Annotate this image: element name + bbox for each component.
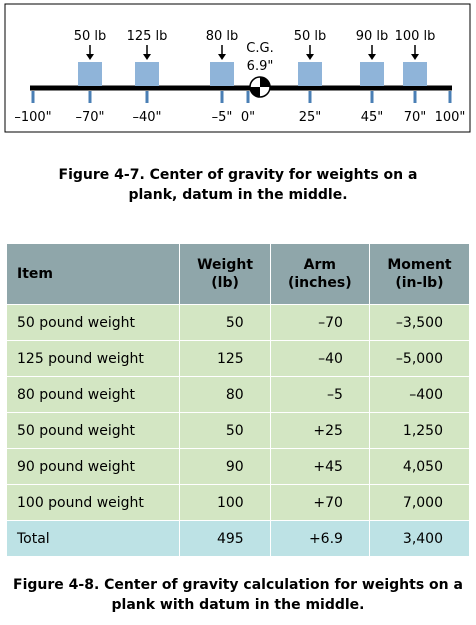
cg-marker [249, 76, 271, 98]
arrow-head [411, 54, 419, 60]
cell: 50 [179, 304, 271, 341]
cell: 80 [179, 376, 271, 413]
axis-label: –40" [132, 110, 161, 125]
weight-block [135, 62, 159, 86]
cell: +6.9 [269, 520, 370, 557]
arrow-head [306, 54, 314, 60]
cell: 7,000 [368, 484, 471, 521]
cell: 495 [179, 520, 271, 557]
table-row: 50 pound weight 50 +25 1,250 [5, 412, 471, 449]
cell: +25 [269, 412, 370, 449]
cell: 50 [179, 412, 271, 449]
caption-line: Figure 4-7. Center of gravity for weight… [58, 167, 418, 183]
weight-label: 50 lb [74, 29, 107, 44]
weight-label: 100 lb [395, 29, 436, 44]
arrow-head [86, 54, 94, 60]
caption-line: plank, datum in the middle. [128, 187, 348, 203]
table-row: 80 pound weight 80 –5 –400 [5, 376, 471, 413]
cg-label: C.G. [246, 41, 273, 56]
header-line: Moment [387, 257, 452, 273]
header-cell: Moment (in-lb) [368, 243, 471, 305]
cell: –5 [269, 376, 370, 413]
caption-line: Figure 4-8. Center of gravity calculatio… [13, 577, 463, 593]
cg-value: 6.9" [247, 59, 274, 74]
cell: –5,000 [368, 340, 471, 377]
arrow-head [368, 54, 376, 60]
cell: –400 [368, 376, 471, 413]
cell: 125 pound weight [5, 340, 181, 377]
cell: 90 pound weight [5, 448, 181, 485]
weight-block [360, 62, 384, 86]
caption-2: Figure 4-8. Center of gravity calculatio… [0, 575, 476, 615]
cell: 125 [179, 340, 271, 377]
caption-line: plank with datum in the middle. [111, 597, 365, 613]
header-line: (lb) [211, 275, 239, 291]
axis-label: –70" [75, 110, 104, 125]
table-row: 50 pound weight 50 –70 –3,500 [5, 304, 471, 341]
cell: 80 pound weight [5, 376, 181, 413]
weight-block [298, 62, 322, 86]
weight-label: 80 lb [206, 29, 239, 44]
cell: +70 [269, 484, 370, 521]
header-row: Item Weight (lb) Arm (inches) Moment (in-lb) [5, 243, 471, 305]
table-row: 100 pound weight 100 +70 7,000 [5, 484, 471, 521]
weight-label: 50 lb [294, 29, 327, 44]
header-cell: Item [5, 243, 181, 305]
header-line: (in-lb) [395, 275, 444, 291]
axis-label: 25" [299, 110, 322, 125]
header-cell: Arm (inches) [269, 243, 370, 305]
axis-label: 0" [241, 110, 255, 125]
axis-label: –100" [14, 110, 51, 125]
weight-label: 90 lb [356, 29, 389, 44]
axis-label: 45" [361, 110, 384, 125]
cell: 90 [179, 448, 271, 485]
axis-label: 70" [404, 110, 427, 125]
cell: 100 pound weight [5, 484, 181, 521]
axis-label: –5" [212, 110, 233, 125]
cell: 4,050 [368, 448, 471, 485]
weight-block [78, 62, 102, 86]
diagram: –100" –70" –40" –5" 0" 25" 45" 70" 100" 50 lb 125 … [4, 3, 471, 133]
arrow-head [218, 54, 226, 60]
header-cell: Weight (lb) [179, 243, 271, 305]
table-row: 90 pound weight 90 +45 4,050 [5, 448, 471, 485]
cell: –3,500 [368, 304, 471, 341]
diagram-items: –100" –70" –40" –5" 0" 25" 45" 70" 100" 50 lb 125 … [14, 29, 465, 125]
cell: –70 [269, 304, 370, 341]
cell: 50 pound weight [5, 304, 181, 341]
total-row: Total 495 +6.9 3,400 [5, 520, 471, 557]
cell: –40 [269, 340, 370, 377]
caption-1: Figure 4-7. Center of gravity for weight… [0, 165, 476, 205]
cell: Total [5, 520, 181, 557]
weight-label: 125 lb [127, 29, 168, 44]
cg-table: Item Weight (lb) Arm (inches) Moment (in-lb) 50… [5, 243, 471, 557]
cell: 3,400 [368, 520, 471, 557]
cell: 1,250 [368, 412, 471, 449]
header-line: Weight [197, 257, 254, 273]
axis-label: 100" [435, 110, 466, 125]
arrow-head [143, 54, 151, 60]
weight-block [403, 62, 427, 86]
table-row: 125 pound weight 125 –40 –5,000 [5, 340, 471, 377]
cell: 100 [179, 484, 271, 521]
cell: +45 [269, 448, 370, 485]
cell: 50 pound weight [5, 412, 181, 449]
diagram-frame [4, 3, 471, 133]
header-line: (inches) [287, 275, 352, 291]
header-line: Item [17, 266, 53, 282]
weight-block [210, 62, 234, 86]
header-line: Arm [303, 257, 336, 273]
